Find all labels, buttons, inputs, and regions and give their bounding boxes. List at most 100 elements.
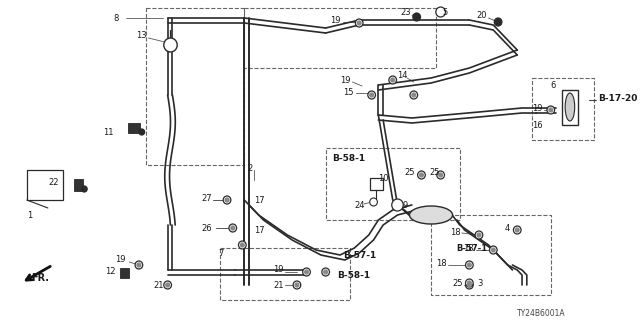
Circle shape — [391, 78, 395, 82]
Ellipse shape — [410, 206, 452, 224]
Text: 9: 9 — [403, 201, 408, 210]
Bar — [74, 179, 83, 191]
Circle shape — [436, 7, 445, 17]
Text: 17: 17 — [254, 226, 264, 235]
Text: 19: 19 — [115, 255, 125, 265]
Circle shape — [295, 283, 299, 287]
Circle shape — [164, 281, 172, 289]
Bar — [563, 90, 577, 125]
Text: B-57-1: B-57-1 — [343, 251, 376, 260]
Bar — [120, 268, 129, 278]
Circle shape — [418, 171, 426, 179]
Circle shape — [368, 91, 376, 99]
Text: 19: 19 — [340, 76, 351, 84]
Circle shape — [467, 263, 471, 267]
Text: B-17-20: B-17-20 — [598, 93, 637, 102]
Circle shape — [490, 246, 497, 254]
Text: 25: 25 — [404, 167, 415, 177]
Text: 11: 11 — [104, 127, 114, 137]
Text: 14: 14 — [397, 70, 408, 79]
Circle shape — [357, 21, 361, 25]
Text: 27: 27 — [201, 194, 212, 203]
Circle shape — [410, 91, 418, 99]
Circle shape — [303, 268, 310, 276]
Circle shape — [412, 93, 416, 97]
Circle shape — [223, 196, 231, 204]
Text: 24: 24 — [355, 201, 365, 210]
Circle shape — [293, 281, 301, 289]
Circle shape — [355, 19, 363, 27]
Circle shape — [413, 13, 420, 21]
Circle shape — [549, 108, 553, 112]
Circle shape — [322, 268, 330, 276]
Circle shape — [465, 281, 473, 289]
Circle shape — [389, 76, 397, 84]
Circle shape — [164, 38, 177, 52]
Circle shape — [420, 173, 424, 177]
Text: 15: 15 — [343, 87, 353, 97]
Text: B-58-1: B-58-1 — [337, 270, 371, 279]
Circle shape — [139, 129, 145, 135]
Circle shape — [231, 226, 235, 230]
Circle shape — [370, 93, 374, 97]
Circle shape — [492, 248, 495, 252]
Text: 23: 23 — [401, 7, 411, 17]
Circle shape — [475, 231, 483, 239]
Circle shape — [137, 263, 141, 267]
Text: 10: 10 — [378, 173, 389, 182]
Bar — [129, 123, 140, 133]
Text: 13: 13 — [136, 30, 147, 39]
Circle shape — [465, 261, 473, 269]
Text: B-58-1: B-58-1 — [332, 154, 365, 163]
Text: B-57-1: B-57-1 — [456, 244, 487, 252]
Circle shape — [81, 186, 87, 192]
Circle shape — [239, 241, 246, 249]
Text: 20: 20 — [476, 11, 486, 20]
Text: 4: 4 — [505, 223, 510, 233]
Text: 22: 22 — [48, 178, 58, 187]
Circle shape — [547, 106, 555, 114]
Text: 19: 19 — [330, 15, 341, 25]
Text: 6: 6 — [551, 81, 556, 90]
Text: 21: 21 — [153, 281, 164, 290]
Circle shape — [241, 243, 244, 247]
Text: 25: 25 — [429, 167, 440, 177]
Circle shape — [494, 18, 502, 26]
Circle shape — [370, 198, 378, 206]
Bar — [27, 170, 63, 200]
Text: 12: 12 — [106, 268, 116, 276]
Circle shape — [135, 261, 143, 269]
Text: 26: 26 — [201, 223, 212, 233]
Bar — [370, 178, 383, 190]
Ellipse shape — [565, 93, 575, 121]
Text: 19: 19 — [532, 103, 542, 113]
Text: 5: 5 — [442, 7, 448, 17]
Circle shape — [465, 279, 473, 287]
Text: 18: 18 — [463, 244, 473, 252]
Text: 17: 17 — [254, 196, 264, 204]
Circle shape — [225, 198, 229, 202]
Text: 1: 1 — [27, 211, 32, 220]
Text: 3: 3 — [477, 278, 483, 287]
Circle shape — [324, 270, 328, 274]
Circle shape — [229, 224, 237, 232]
Text: 8: 8 — [113, 13, 118, 22]
Circle shape — [477, 233, 481, 237]
Text: FR.: FR. — [31, 273, 50, 283]
Text: 18: 18 — [450, 228, 461, 236]
Circle shape — [166, 283, 170, 287]
Text: 19: 19 — [273, 266, 284, 275]
Text: 25: 25 — [452, 278, 463, 287]
Circle shape — [515, 228, 519, 232]
Circle shape — [305, 270, 308, 274]
Text: 2: 2 — [247, 164, 252, 172]
Text: 16: 16 — [532, 121, 542, 130]
Text: 7: 7 — [218, 249, 224, 258]
Circle shape — [467, 283, 471, 287]
Circle shape — [513, 226, 521, 234]
Text: TY24B6001A: TY24B6001A — [517, 308, 566, 317]
Text: 18: 18 — [436, 259, 447, 268]
Text: 21: 21 — [273, 281, 284, 290]
Circle shape — [436, 171, 444, 179]
Circle shape — [392, 199, 403, 211]
